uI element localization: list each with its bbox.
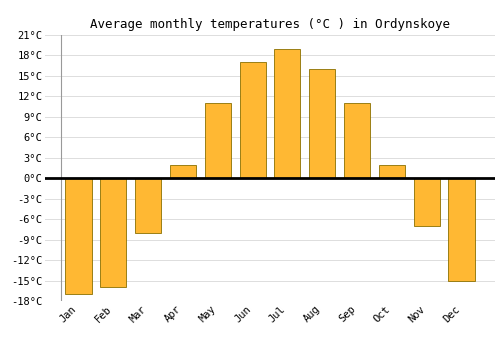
Bar: [100, 178, 126, 287]
Bar: [274, 49, 300, 178]
Title: Average monthly temperatures (°C ) in Ordynskoye: Average monthly temperatures (°C ) in Or…: [90, 18, 450, 31]
Bar: [448, 178, 474, 281]
Bar: [66, 178, 92, 294]
Bar: [344, 103, 370, 178]
Bar: [309, 69, 336, 178]
Bar: [414, 178, 440, 226]
Bar: [204, 103, 231, 178]
Bar: [170, 164, 196, 178]
Bar: [135, 178, 161, 233]
Bar: [240, 62, 266, 178]
Bar: [379, 164, 405, 178]
